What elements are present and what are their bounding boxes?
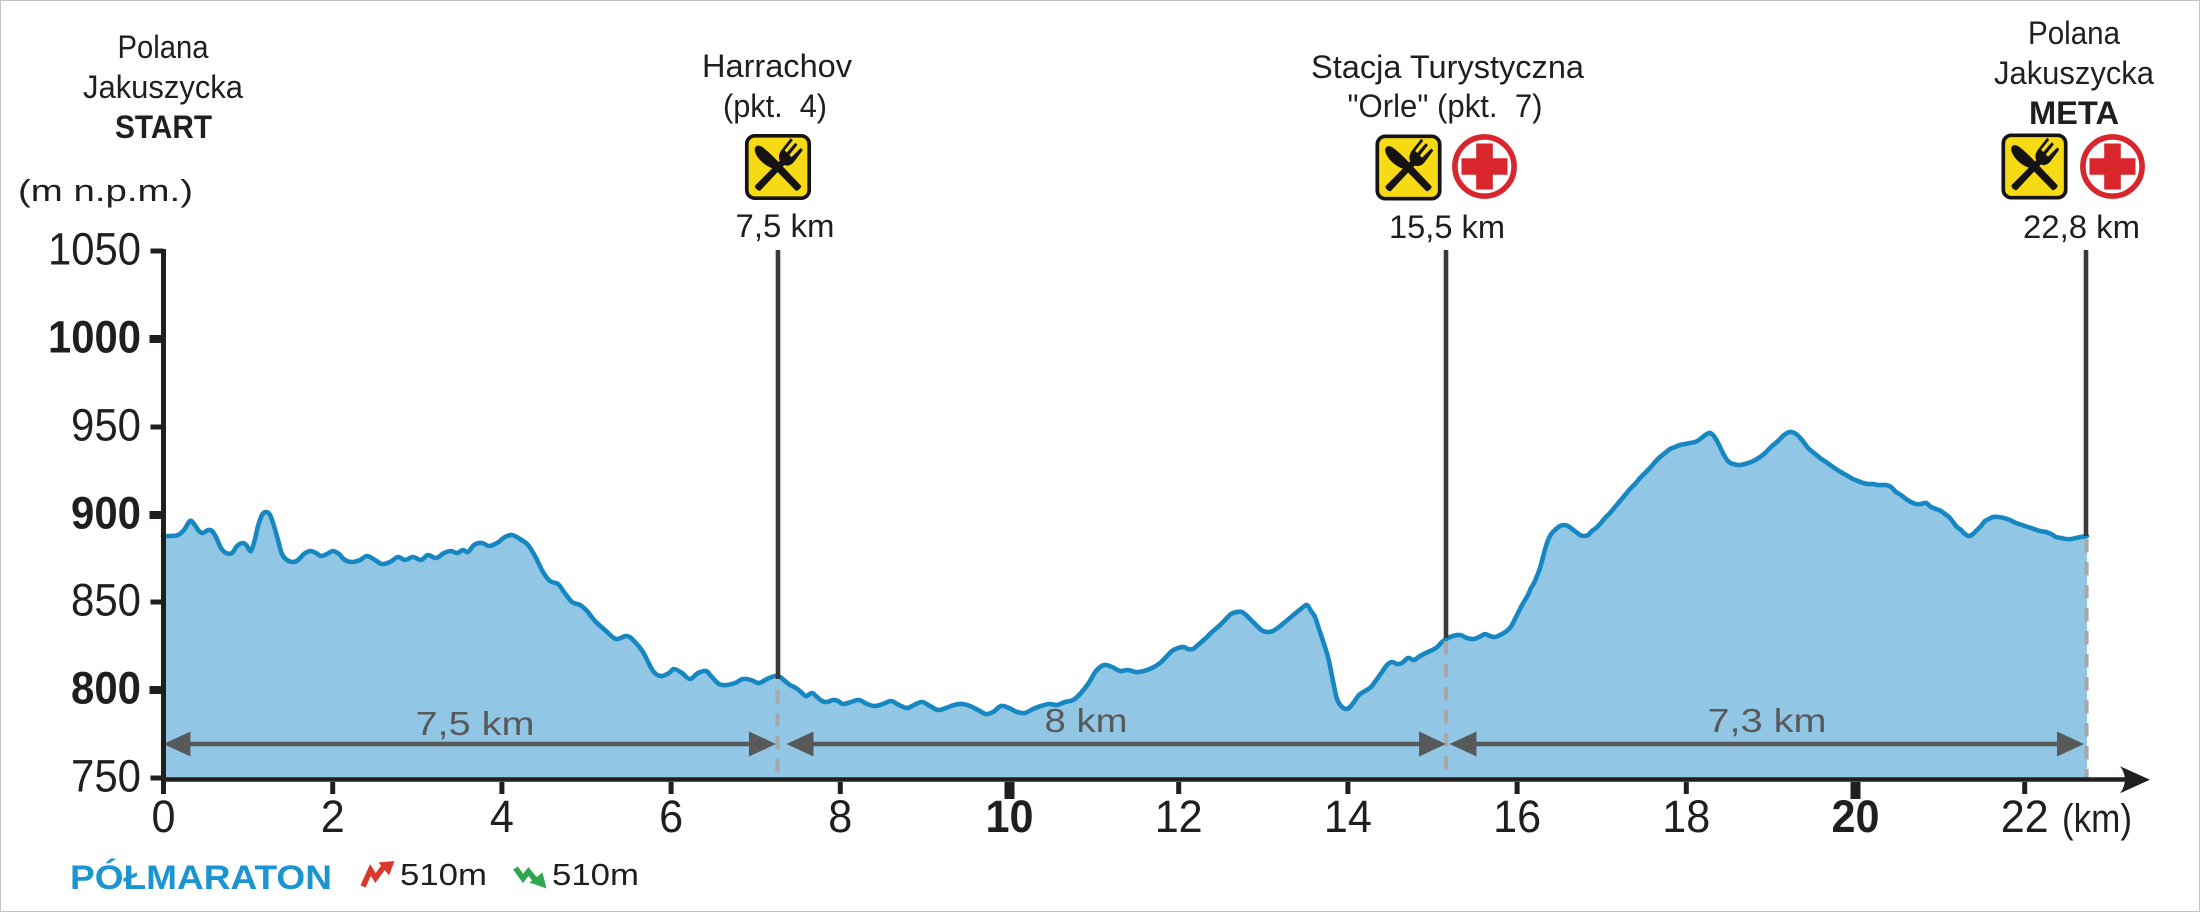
svg-text:900: 900 (71, 488, 141, 539)
svg-text:950: 950 (71, 400, 141, 451)
svg-text:22,8 km: 22,8 km (2023, 209, 2140, 245)
svg-text:Polana: Polana (118, 29, 209, 65)
svg-text:7,5 km: 7,5 km (736, 208, 835, 244)
svg-text:Harrachov: Harrachov (702, 48, 852, 84)
svg-text:7,3 km: 7,3 km (1708, 702, 1827, 739)
svg-text:12: 12 (1155, 791, 1203, 842)
svg-text:4: 4 (490, 791, 514, 842)
svg-text:750: 750 (71, 751, 141, 802)
svg-text:800: 800 (71, 663, 141, 714)
svg-text:6: 6 (659, 791, 683, 842)
svg-text:18: 18 (1662, 791, 1710, 842)
svg-text:8: 8 (828, 791, 852, 842)
svg-text:"Orle" (pkt. 7): "Orle" (pkt. 7) (1348, 88, 1543, 124)
svg-text:2: 2 (321, 791, 345, 842)
svg-text:(m n.p.m.): (m n.p.m.) (18, 173, 193, 208)
svg-text:8 km: 8 km (1045, 702, 1128, 739)
svg-text:14: 14 (1324, 791, 1372, 842)
svg-text:7,5 km: 7,5 km (416, 705, 535, 742)
svg-text:20: 20 (1832, 791, 1880, 842)
svg-text:START: START (115, 109, 212, 145)
svg-text:PÓŁMARATON: PÓŁMARATON (70, 859, 332, 897)
svg-text:Stacja Turystyczna: Stacja Turystyczna (1311, 49, 1584, 85)
svg-text:1000: 1000 (48, 312, 141, 363)
svg-text:10: 10 (986, 791, 1034, 842)
svg-text:16: 16 (1493, 791, 1541, 842)
svg-text:META: META (2029, 95, 2119, 131)
svg-text:15,5 km: 15,5 km (1389, 209, 1505, 245)
svg-text:(pkt. 4): (pkt. 4) (723, 88, 827, 124)
svg-text:850: 850 (71, 575, 141, 626)
svg-text:Jakuszycka: Jakuszycka (83, 69, 243, 105)
svg-text:Polana: Polana (2028, 15, 2120, 51)
svg-text:Jakuszycka: Jakuszycka (1994, 55, 2154, 91)
svg-text:510m: 510m (552, 857, 639, 892)
svg-text:(km): (km) (2062, 797, 2132, 841)
svg-text:1050: 1050 (48, 224, 141, 275)
svg-text:0: 0 (152, 791, 176, 842)
svg-text:22: 22 (2001, 791, 2049, 842)
svg-text:510m: 510m (400, 857, 487, 892)
